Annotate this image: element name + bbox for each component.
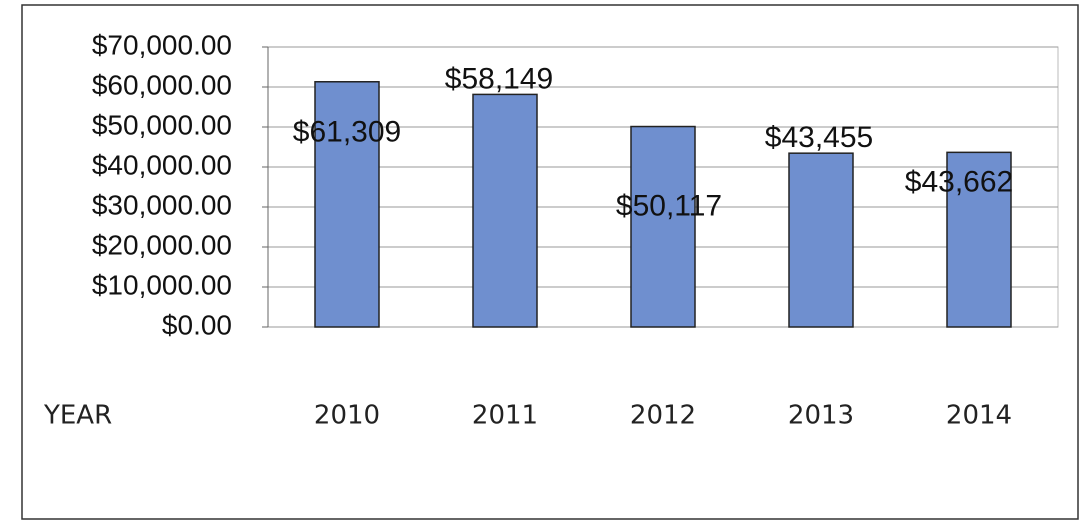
bar [472,93,538,328]
data-label: $58,149 [445,62,553,95]
frame [21,4,1079,520]
y-tick-label: $30,000.00 [92,189,232,220]
y-tick-label: $40,000.00 [92,149,232,180]
y-tick-label: $10,000.00 [92,269,232,300]
x-tick-label: 2011 [472,401,538,431]
bar [630,125,696,328]
y-tick-label: $50,000.00 [92,109,232,140]
x-tick-label: 2014 [946,401,1012,431]
bar [314,81,380,328]
y-tick-label: $20,000.00 [92,229,232,260]
bar [946,151,1012,328]
x-tick-label: 2010 [314,401,380,431]
data-label: $43,662 [905,165,1013,198]
y-tick-label: $70,000.00 [92,29,232,60]
data-label: $50,117 [616,189,722,222]
data-label: $43,455 [765,121,873,154]
x-axis-label: YEAR [43,401,112,431]
y-tick-label: $60,000.00 [92,69,232,100]
y-tick-label: $0.00 [162,309,232,340]
x-tick-label: 2013 [788,401,854,431]
data-label: $61,309 [293,116,401,149]
x-tick-label: 2012 [630,401,696,431]
bar [788,152,854,328]
